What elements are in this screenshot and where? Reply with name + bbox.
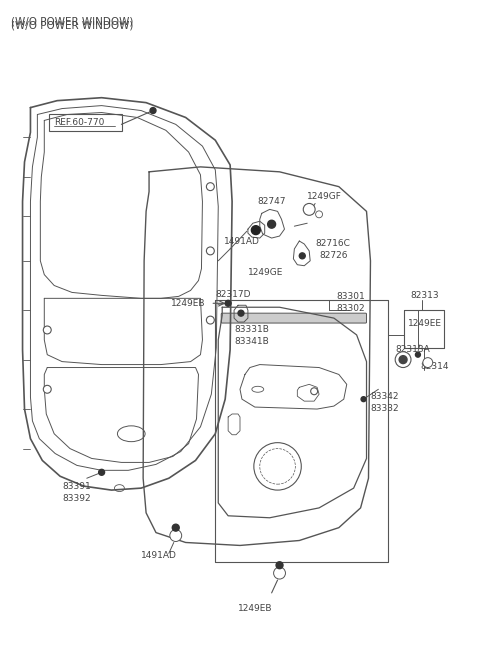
Circle shape — [238, 310, 244, 316]
FancyBboxPatch shape — [49, 113, 122, 131]
Circle shape — [361, 397, 366, 402]
Text: 83302: 83302 — [337, 304, 365, 312]
Text: 83391: 83391 — [62, 481, 91, 491]
Circle shape — [399, 356, 407, 364]
Text: (W/O POWER WINDOW): (W/O POWER WINDOW) — [11, 16, 133, 27]
Circle shape — [303, 204, 315, 215]
Text: 82317D: 82317D — [216, 290, 251, 299]
Text: 83331B: 83331B — [234, 326, 269, 335]
Circle shape — [268, 220, 276, 228]
Circle shape — [206, 316, 214, 324]
Circle shape — [43, 385, 51, 393]
Text: 1249EB: 1249EB — [171, 299, 205, 308]
Circle shape — [150, 107, 156, 113]
Circle shape — [206, 183, 214, 191]
Text: 83301: 83301 — [337, 292, 366, 301]
Circle shape — [170, 530, 182, 542]
Circle shape — [316, 211, 323, 217]
Ellipse shape — [260, 449, 295, 484]
Text: REF.60-770: REF.60-770 — [54, 118, 105, 127]
Circle shape — [311, 388, 318, 395]
Text: 83392: 83392 — [62, 493, 91, 502]
Text: 82747: 82747 — [258, 197, 286, 206]
Text: 83341B: 83341B — [234, 337, 269, 346]
Text: 82314: 82314 — [420, 362, 448, 371]
Circle shape — [423, 358, 433, 367]
Circle shape — [43, 326, 51, 334]
Circle shape — [274, 567, 286, 579]
Circle shape — [252, 226, 260, 234]
Text: 1491AD: 1491AD — [224, 236, 260, 246]
Text: 83342: 83342 — [371, 392, 399, 401]
Text: 83332: 83332 — [371, 403, 399, 413]
Text: 82726: 82726 — [319, 252, 348, 260]
Circle shape — [99, 470, 105, 476]
FancyBboxPatch shape — [221, 313, 367, 323]
Ellipse shape — [252, 386, 264, 392]
Circle shape — [300, 253, 305, 259]
Circle shape — [225, 301, 231, 307]
Circle shape — [276, 562, 283, 569]
Text: 1249EE: 1249EE — [408, 318, 442, 328]
Text: 1249EB: 1249EB — [238, 604, 272, 613]
Text: 82716C: 82716C — [315, 240, 350, 248]
Ellipse shape — [118, 426, 145, 441]
Text: 1249GF: 1249GF — [307, 192, 342, 201]
Ellipse shape — [254, 443, 301, 490]
Ellipse shape — [114, 485, 124, 492]
Text: 1491AD: 1491AD — [141, 551, 177, 560]
Text: 1249GE: 1249GE — [248, 268, 283, 277]
Circle shape — [172, 524, 179, 531]
Circle shape — [395, 352, 411, 367]
Text: 82313A: 82313A — [395, 345, 430, 354]
Circle shape — [206, 247, 214, 255]
Text: 82313: 82313 — [410, 291, 439, 300]
Circle shape — [416, 352, 420, 357]
Text: (W/O POWER WINDOW): (W/O POWER WINDOW) — [11, 20, 133, 31]
